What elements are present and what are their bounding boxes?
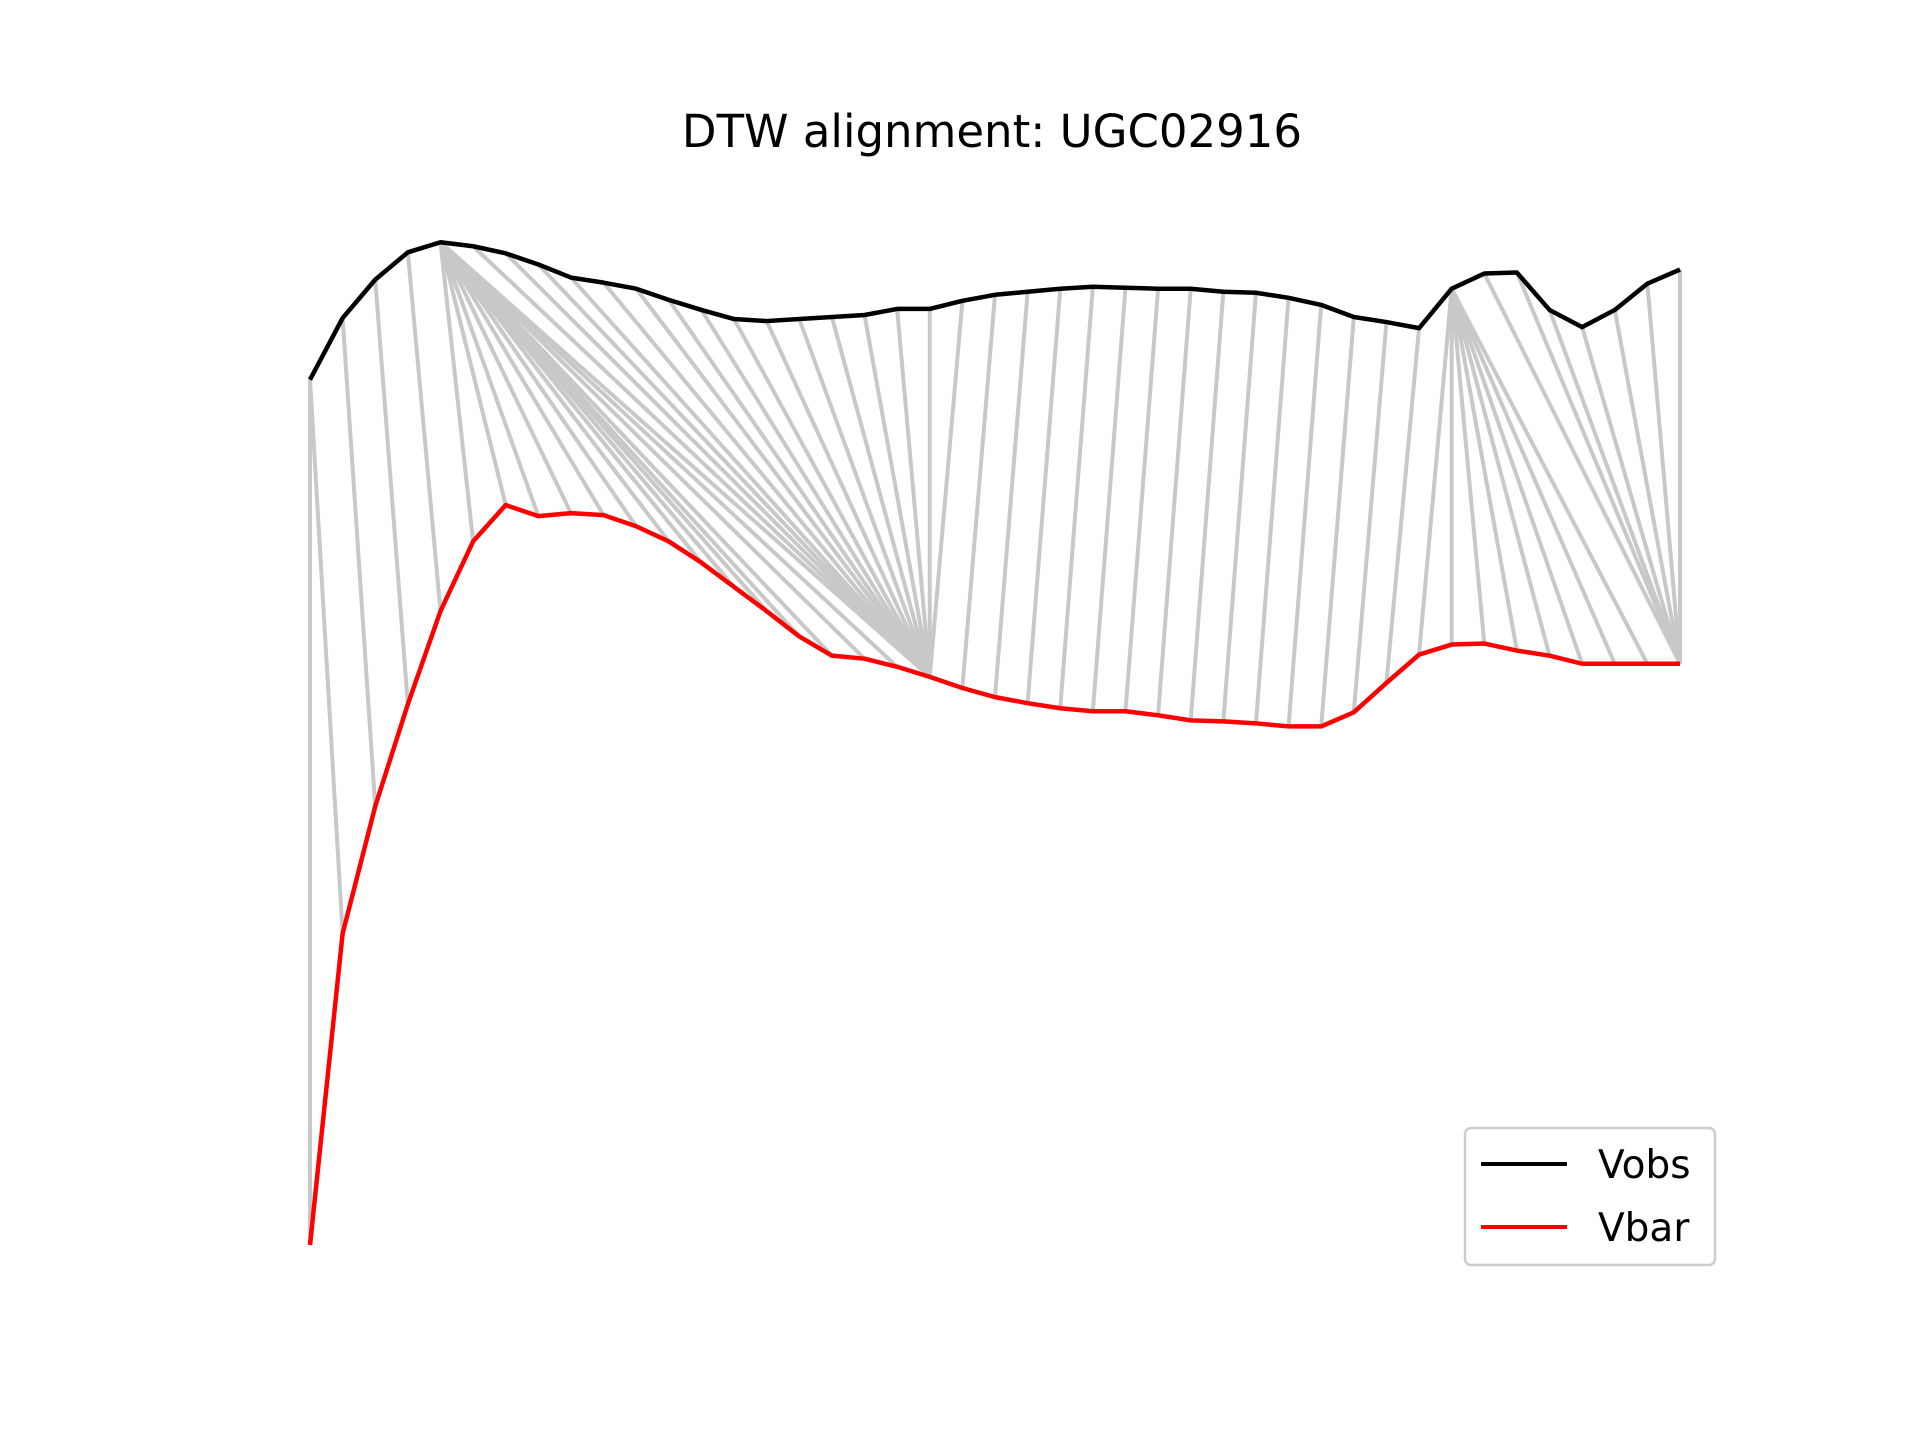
- alignment-line: [1286, 304, 1324, 727]
- alignment-line: [1449, 288, 1519, 651]
- alignment-line: [1449, 288, 1585, 665]
- alignment-line: [1449, 288, 1487, 644]
- alignment-line: [438, 241, 541, 517]
- alignment-line: [1580, 326, 1682, 665]
- legend-label-vobs: Vobs: [1598, 1143, 1691, 1188]
- alignment-line: [1090, 287, 1128, 712]
- alignment-line: [1645, 283, 1682, 664]
- alignment-line: [439, 240, 899, 669]
- alignment-line: [699, 308, 932, 678]
- alignment-line: [829, 316, 932, 678]
- alignment-line: [504, 251, 932, 679]
- alignment-line: [1449, 287, 1650, 665]
- alignment-line: [1319, 316, 1356, 727]
- alignment-line: [993, 291, 1030, 698]
- alignment-line: [1482, 272, 1682, 665]
- alignment-line: [1025, 288, 1063, 704]
- alignment-line: [405, 252, 443, 612]
- alignment-line: [438, 241, 606, 517]
- alignment-line: [1515, 271, 1682, 665]
- alignment-line: [438, 241, 573, 514]
- alignment-line: [1449, 288, 1552, 657]
- chart-title: DTW alignment: UGC02916: [682, 105, 1302, 158]
- alignment-line: [536, 263, 932, 679]
- alignment-line: [1449, 287, 1617, 665]
- alignment-line: [927, 300, 965, 678]
- alignment-line: [667, 298, 932, 679]
- alignment-line: [373, 279, 410, 705]
- alignment-line: [1123, 288, 1161, 712]
- alignment-line: [732, 318, 932, 678]
- alignment-line: [438, 241, 508, 506]
- alignment-line: [439, 240, 866, 661]
- alignment-line: [438, 241, 638, 528]
- alignment-line: [1188, 291, 1226, 721]
- alignment-line: [1058, 286, 1095, 709]
- alignment-line: [1384, 327, 1422, 684]
- series-lines: [307, 239, 1681, 1246]
- alignment-line: [340, 317, 378, 807]
- alignment-line: [1221, 292, 1258, 722]
- alignment-line: [764, 320, 932, 678]
- alignment-line: [602, 281, 932, 679]
- legend: Vobs Vbar: [1463, 1126, 1717, 1267]
- alignment-line: [1417, 288, 1454, 655]
- alignment-line: [862, 314, 932, 678]
- series-line-vbar: [307, 502, 1680, 1246]
- alignment-line: [1156, 288, 1193, 716]
- alignment-line: [895, 308, 932, 678]
- alignment-line: [569, 276, 932, 679]
- alignment-line: [797, 318, 932, 678]
- alignment-line: [1351, 321, 1389, 713]
- alignment-line: [439, 240, 834, 658]
- alignment-line: [634, 287, 932, 679]
- alignment-line: [960, 294, 997, 689]
- alignment-line: [1612, 309, 1682, 665]
- legend-label-vbar: Vbar: [1598, 1206, 1690, 1251]
- alignment-line: [308, 379, 345, 934]
- alignment-line: [1547, 309, 1682, 665]
- alignment-line: [471, 244, 932, 679]
- series-line-vobs: [308, 239, 1681, 381]
- alignment-line: [439, 240, 932, 679]
- alignment-line: [438, 242, 476, 542]
- alignment-line: [1253, 297, 1291, 724]
- alignment-lines: [308, 240, 1682, 1245]
